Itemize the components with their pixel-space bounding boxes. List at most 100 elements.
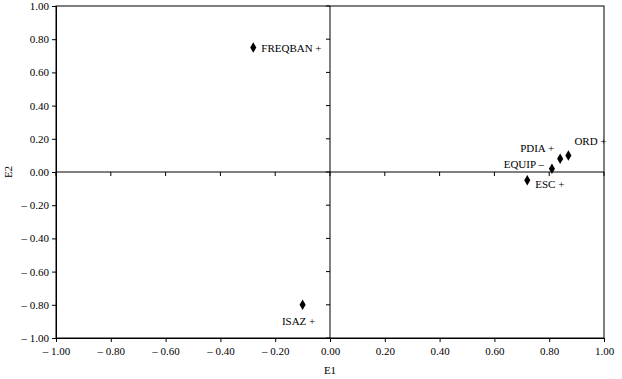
center-x-tick — [384, 172, 385, 176]
y-tick: – 0.60 — [21, 266, 57, 278]
point — [250, 42, 256, 53]
x-tick-mark — [220, 338, 221, 342]
x-tick: – 0.80 — [97, 338, 126, 357]
center-x-tick — [56, 172, 57, 176]
x-tick: – 0.60 — [151, 338, 180, 357]
x-tick-label: – 0.20 — [261, 345, 290, 357]
center-y-tick — [326, 304, 330, 305]
center-y-tick — [326, 271, 330, 272]
x-tick-mark — [604, 338, 605, 342]
point — [524, 175, 530, 186]
point — [565, 150, 571, 161]
x-tick: – 0.40 — [206, 338, 235, 357]
y-tick-mark — [52, 6, 56, 7]
center-x-tick — [439, 172, 440, 176]
center-x-tick — [165, 172, 166, 176]
y-tick-label: – 0.60 — [21, 266, 50, 278]
y-tick-mark — [52, 72, 56, 73]
y-tick-label: 0.80 — [30, 33, 50, 45]
y-tick-mark — [52, 172, 56, 173]
x-tick-label: 0.00 — [321, 345, 341, 357]
y-tick: 0.00 — [30, 166, 56, 178]
x-tick-label: – 1.00 — [42, 345, 71, 357]
y-axis-line — [52, 7, 57, 339]
x-tick: – 0.20 — [261, 338, 290, 357]
y-axis-title: E2 — [2, 166, 14, 178]
center-y-tick — [326, 72, 330, 73]
x-tick-label: – 0.60 — [151, 345, 180, 357]
y-tick: – 0.20 — [21, 199, 57, 211]
x-tick-mark — [385, 338, 386, 342]
y-tick: 1.00 — [30, 0, 56, 12]
x-tick-label: – 0.40 — [206, 345, 235, 357]
y-tick-label: – 0.80 — [21, 299, 50, 311]
plot-frame — [56, 6, 604, 338]
x-axis-title: E1 — [324, 364, 336, 376]
center-x-tick — [110, 172, 111, 176]
y-tick-label: – 0.20 — [21, 199, 50, 211]
y-tick-mark — [52, 139, 56, 140]
zero-line-horizontal — [56, 172, 604, 173]
x-tick-mark — [275, 338, 276, 342]
y-tick-mark — [52, 238, 56, 239]
x-tick-mark — [166, 338, 167, 342]
x-tick-label: 0.40 — [430, 345, 450, 357]
center-y-tick — [326, 138, 330, 139]
point-label: PDIA + — [520, 142, 554, 154]
center-y-tick — [326, 238, 330, 239]
point-label: ORD + — [574, 135, 606, 147]
x-tick: 0.60 — [485, 338, 505, 357]
point-labels: FREQBAN +ISAZ +ORD +PDIA +EQUIP –ESC + — [261, 42, 606, 327]
x-tick-mark — [111, 338, 112, 342]
y-tick-mark — [52, 338, 56, 339]
point-label: FREQBAN + — [261, 42, 321, 54]
y-tick-mark — [52, 205, 56, 206]
center-x-tick — [604, 172, 605, 176]
x-tick-label: 1.00 — [595, 345, 615, 357]
x-tick-label: – 0.80 — [97, 345, 126, 357]
points — [250, 42, 571, 310]
y-tick: – 0.80 — [21, 299, 57, 311]
center-y-tick — [326, 105, 330, 106]
center-y-tick — [326, 172, 330, 173]
center-x-tick — [549, 172, 550, 176]
x-tick-label: 0.80 — [540, 345, 560, 357]
y-tick-mark — [52, 305, 56, 306]
y-tick: – 0.40 — [21, 232, 57, 244]
y-tick-label: 1.00 — [30, 0, 50, 12]
point-label: ESC + — [535, 178, 564, 190]
chart: – 1.00 – 0.80 – 0.60 – 0.40 – 0.20 0.00 0.20 0.… — [0, 0, 622, 379]
point — [300, 300, 306, 311]
x-tick-label: 0.20 — [376, 345, 396, 357]
center-x-tick — [275, 172, 276, 176]
x-axis: – 1.00 – 0.80 – 0.60 – 0.40 – 0.20 0.00 0.20 0.… — [42, 338, 615, 357]
center-y-tick — [326, 39, 330, 40]
x-tick-label: 0.60 — [485, 345, 505, 357]
point — [549, 163, 555, 174]
y-tick-label: – 0.40 — [21, 232, 50, 244]
center-x-tick — [220, 172, 221, 176]
y-axis: – 1.00 – 0.80 – 0.60 – 0.40 – 0.20 0.00 0.20 0.… — [21, 0, 57, 344]
center-y-tick — [326, 205, 330, 206]
x-tick-mark — [494, 338, 495, 342]
x-tick: 0.20 — [376, 338, 396, 357]
y-tick: 0.20 — [30, 133, 56, 145]
x-tick-mark — [440, 338, 441, 342]
x-tick: 0.80 — [540, 338, 560, 357]
y-tick: 0.40 — [30, 100, 56, 112]
y-tick: – 1.00 — [21, 332, 57, 344]
plot: – 1.00 – 0.80 – 0.60 – 0.40 – 0.20 0.00 0.20 0.… — [21, 0, 615, 357]
x-tick: 1.00 — [595, 338, 615, 357]
point — [557, 153, 563, 164]
y-tick-mark — [52, 39, 56, 40]
center-y-tick — [326, 6, 330, 7]
x-tick-mark — [549, 338, 550, 342]
y-tick: 0.60 — [30, 66, 56, 78]
y-tick-label: 0.60 — [30, 66, 50, 78]
x-tick: 0.40 — [430, 338, 450, 357]
x-tick-mark — [330, 338, 331, 342]
y-tick-label: – 1.00 — [21, 332, 50, 344]
y-tick-mark — [52, 272, 56, 273]
y-tick-mark — [52, 106, 56, 107]
center-x-tick — [494, 172, 495, 176]
